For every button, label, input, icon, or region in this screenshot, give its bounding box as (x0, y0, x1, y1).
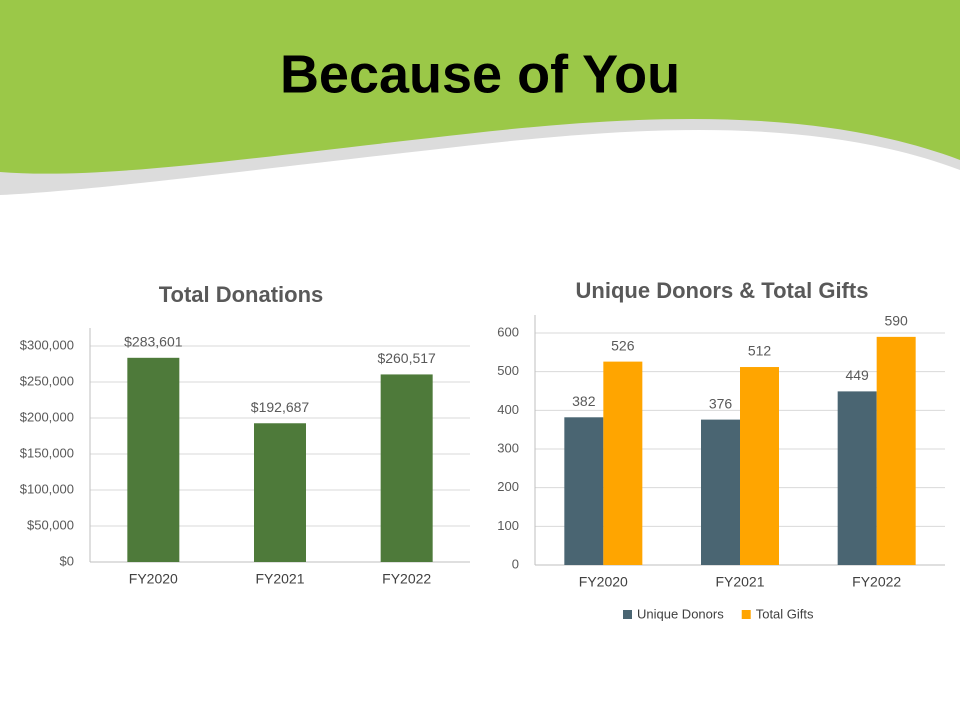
data-label: $192,687 (251, 399, 310, 415)
chart-title: Unique Donors & Total Gifts (576, 278, 869, 303)
y-tick-label: $150,000 (20, 445, 74, 460)
bar (564, 417, 604, 565)
data-label: 376 (709, 395, 733, 411)
legend-label: Total Gifts (756, 606, 814, 621)
y-tick-label: $0 (60, 553, 74, 568)
bar (254, 423, 306, 562)
y-tick-label: 600 (497, 324, 519, 339)
legend-label: Unique Donors (637, 606, 724, 621)
data-label: 449 (845, 367, 869, 383)
chart-title: Total Donations (159, 282, 324, 307)
bar (740, 367, 779, 565)
x-tick-label: FY2021 (715, 574, 764, 590)
data-label: $283,601 (124, 334, 183, 350)
slide-title: Because of You (280, 44, 680, 104)
legend-swatch (741, 610, 751, 619)
legend-swatch (623, 610, 632, 619)
y-tick-label: 100 (497, 518, 519, 533)
x-tick-label: FY2020 (579, 574, 628, 590)
y-tick-label: $100,000 (20, 481, 74, 496)
y-tick-label: $50,000 (27, 517, 74, 532)
data-label: 512 (748, 343, 772, 359)
data-label: 590 (884, 313, 908, 329)
y-tick-label: $200,000 (20, 409, 74, 424)
bar (127, 357, 180, 562)
header-band (0, 0, 960, 174)
data-label: $260,517 (377, 350, 436, 366)
x-tick-label: FY2020 (129, 571, 178, 587)
y-tick-label: 0 (512, 556, 519, 571)
y-tick-label: 300 (497, 440, 519, 455)
bar (837, 391, 877, 565)
y-tick-label: 500 (497, 363, 519, 378)
x-tick-label: FY2022 (382, 571, 431, 587)
y-tick-label: 400 (497, 402, 519, 417)
x-tick-label: FY2022 (852, 574, 901, 590)
y-tick-label: $300,000 (20, 337, 74, 352)
data-label: 526 (611, 337, 635, 353)
data-label: 382 (572, 393, 596, 409)
bar (380, 374, 433, 562)
bar (701, 419, 740, 565)
y-tick-label: 200 (497, 479, 519, 494)
y-tick-label: $250,000 (20, 373, 74, 388)
bar (603, 361, 643, 565)
bar (876, 336, 916, 565)
x-tick-label: FY2021 (255, 571, 304, 587)
